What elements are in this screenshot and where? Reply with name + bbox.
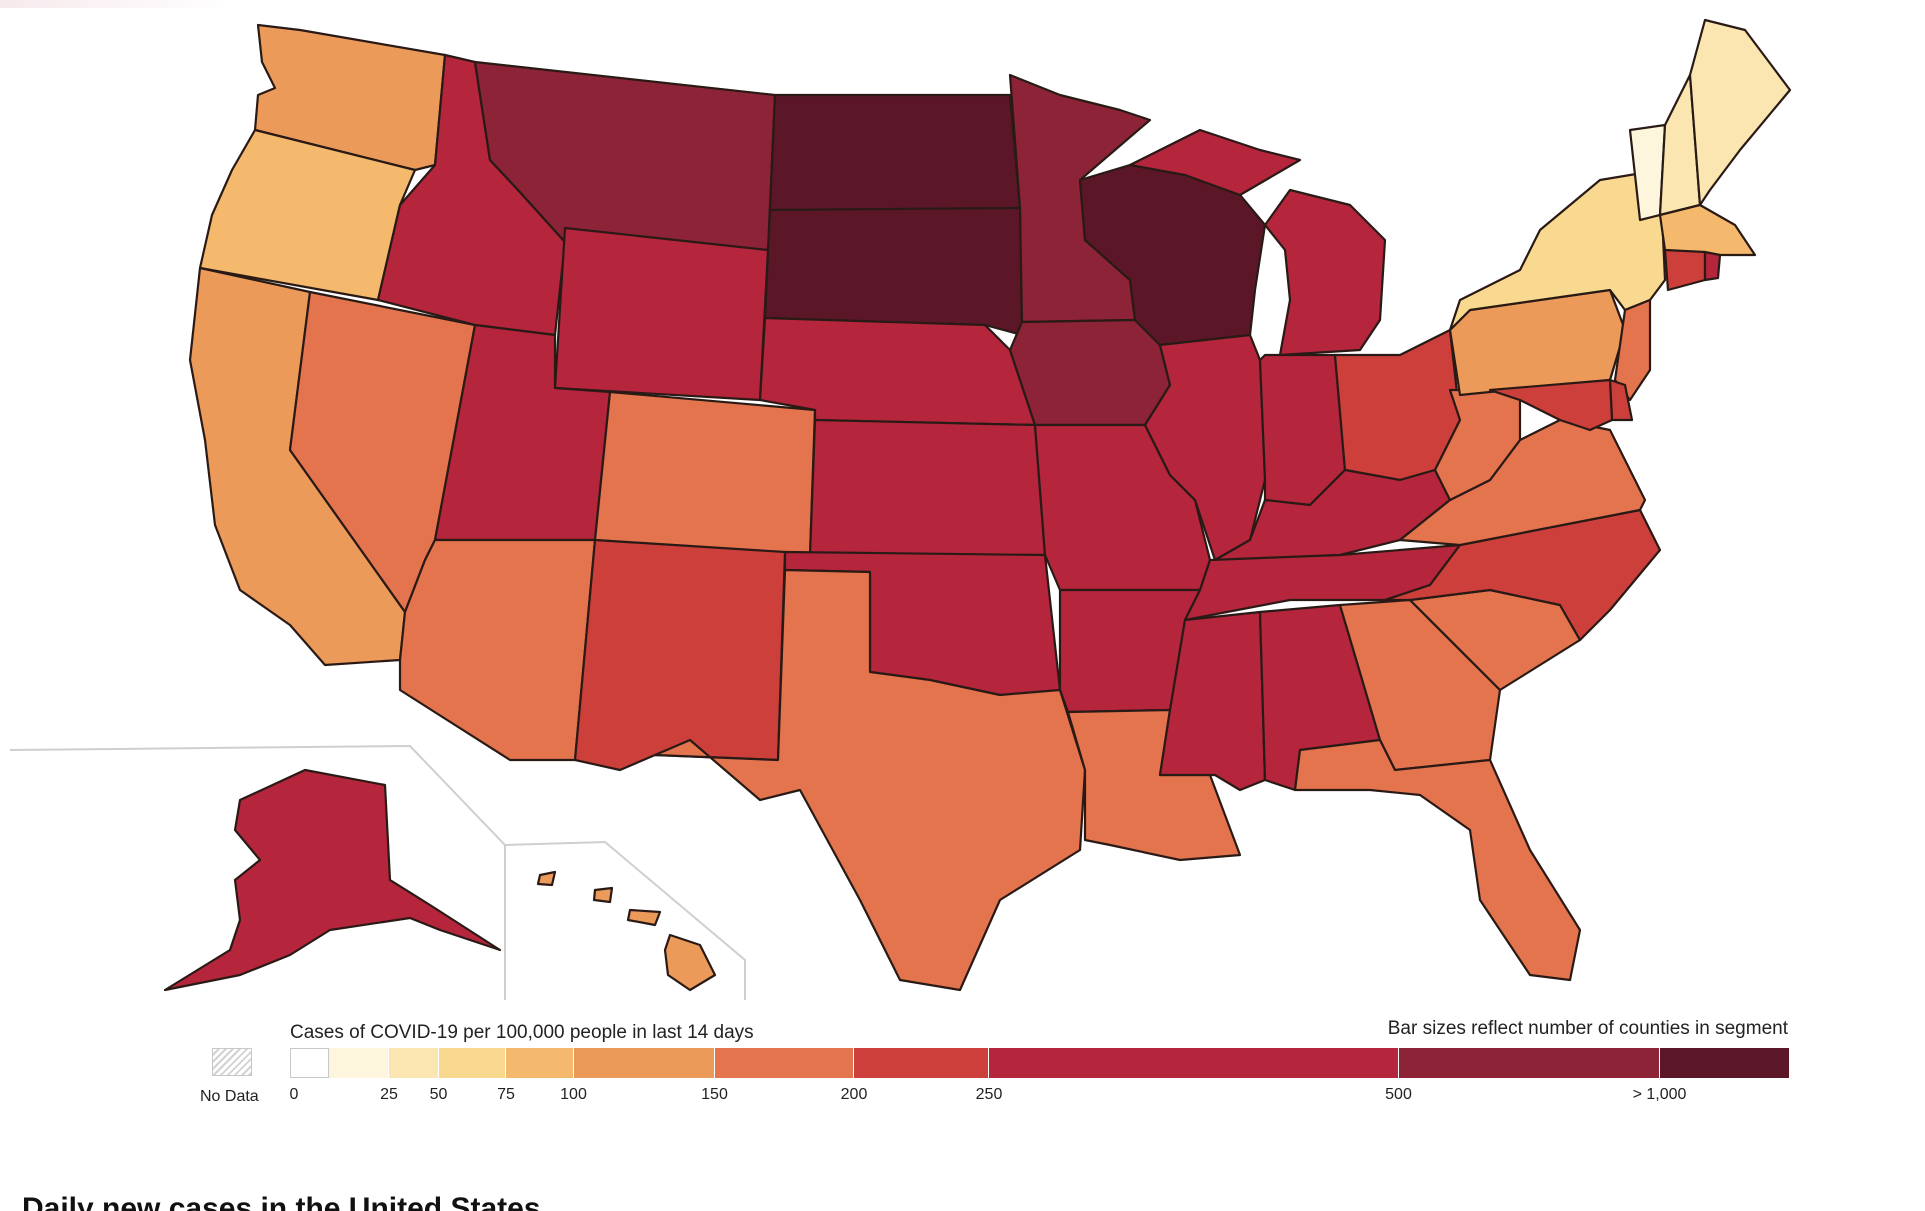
state-AK[interactable] [163,768,502,992]
legend-segment-250-500 [989,1048,1399,1078]
legend-tick-label: 50 [429,1086,448,1103]
legend-tick-label: > 1,000 [1632,1086,1687,1103]
legend-tick-label: 200 [840,1086,868,1103]
legend-segment-75-100 [506,1048,574,1078]
legend-tick-label: 500 [1385,1086,1412,1103]
state-NM[interactable] [573,538,787,772]
hawaii-inset [504,840,746,1000]
state-KY[interactable] [1213,468,1452,562]
legend-segment-150-200 [714,1048,854,1078]
no-data-swatch [212,1048,252,1076]
state-FL[interactable] [1293,738,1582,982]
legend-tick-label: 25 [380,1086,398,1103]
legend-segment-0 [290,1048,329,1078]
legend-segment-100-150 [573,1048,715,1078]
state-IA[interactable] [1008,318,1172,427]
legend-tick-label: 250 [975,1086,1003,1103]
state-KS[interactable] [808,418,1047,557]
alaska-inset-frame [9,744,506,1000]
legend-segment-0-25 [329,1048,389,1078]
state-CT[interactable] [1663,248,1707,292]
legend-title: Cases of COVID-19 per 100,000 people in … [290,1022,754,1043]
us-choropleth-map [9,18,1792,1000]
state-TX[interactable] [653,568,1087,992]
state-MD[interactable] [1488,378,1614,432]
top-accent-strip [0,0,230,8]
legend-segment-25-50 [389,1048,439,1078]
contiguous-us [188,18,1792,992]
hawaii-inset-frame [504,840,746,1000]
legend-tick-label: 75 [497,1086,515,1103]
state-WY[interactable] [553,226,770,402]
state-SD[interactable] [763,206,1024,337]
legend-tick-label: 0 [289,1086,299,1103]
alaska-inset [9,744,506,1000]
legend-tick-label: 150 [701,1086,728,1103]
legend-segment-1000+ [1659,1048,1790,1078]
state-MI[interactable] [1128,128,1387,357]
legend-note: Bar sizes reflect number of counties in … [1387,1018,1788,1039]
state-ME[interactable] [1688,18,1792,207]
state-ND[interactable] [768,93,1022,212]
state-MA[interactable] [1658,203,1757,257]
state-OR[interactable] [198,128,417,302]
section-heading: Daily new cases in the United States [22,1192,541,1211]
state-CO[interactable] [593,390,817,557]
state-AZ[interactable] [398,538,597,762]
legend-tick-label: 100 [560,1086,587,1103]
state-NJ[interactable] [1613,298,1652,402]
state-RI[interactable] [1703,250,1722,282]
legend-segment-200-250 [854,1048,989,1078]
legend-segment-500-1000 [1398,1048,1660,1078]
state-HI[interactable] [536,870,717,992]
legend-color-bar [290,1048,1790,1078]
no-data-label: No Data [200,1088,259,1105]
state-NC[interactable] [1383,508,1662,642]
legend-segment-50-75 [438,1048,506,1078]
